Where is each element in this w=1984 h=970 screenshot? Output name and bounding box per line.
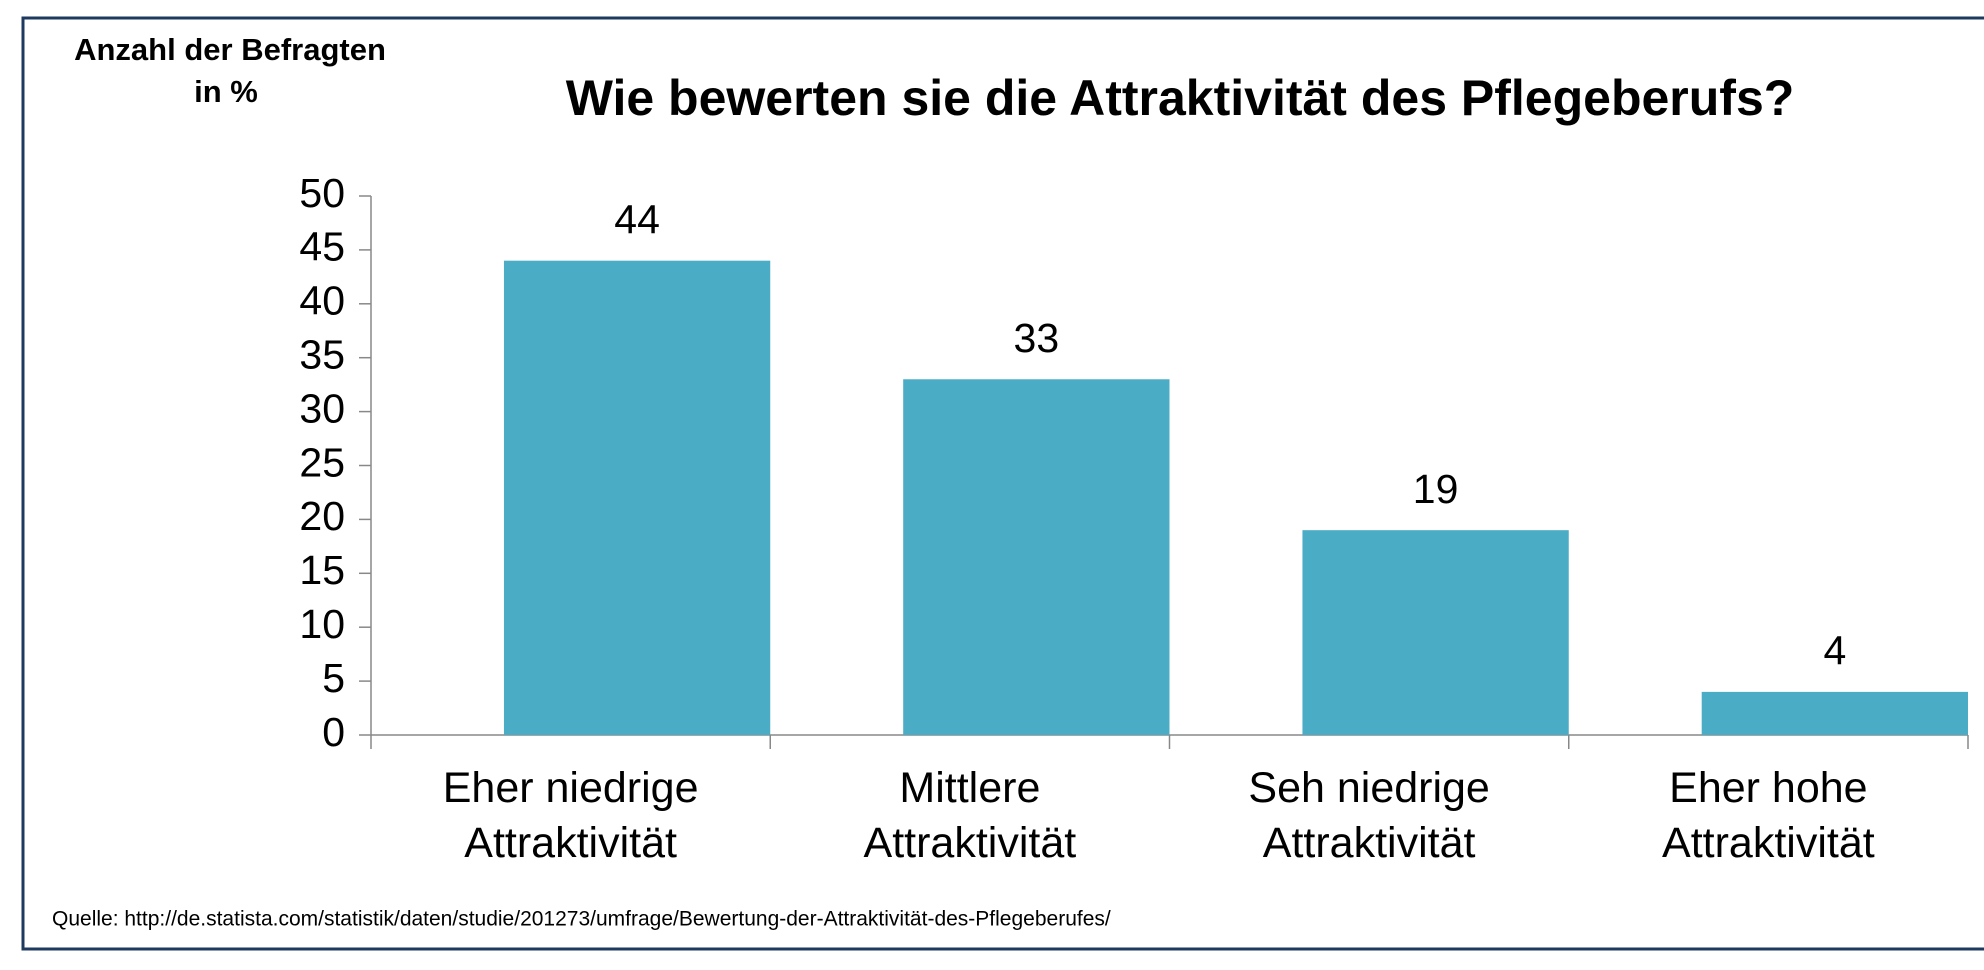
source: Quelle: http://de.statista.com/statistik… [52,908,1111,931]
y-tick-label: 40 [299,278,345,324]
y-tick-label: 25 [299,439,345,485]
x-tick-label: Seh niedrige Attraktivität [1248,764,1489,867]
frame [21,16,1984,951]
bar [1302,530,1569,735]
value-label: 19 [1413,466,1459,512]
x-tick-label: Eher niedrige Attraktivität [443,764,699,867]
y-tick-label: 5 [322,655,345,701]
y-tick-label: 15 [299,547,345,593]
y-tick-label: 45 [299,224,345,270]
y-tick-label: 50 [299,170,345,216]
x-tick-label: Mittlere Attraktivität [864,764,1077,867]
bar [503,260,771,735]
y-tick-label: 35 [299,332,345,378]
value-label: 33 [1014,315,1060,361]
y-tick-label: 20 [299,493,345,539]
value-label: 44 [614,197,660,243]
y-tick-label: 30 [299,385,345,431]
y-axis-label: Anzahl der Befragten [74,32,386,67]
bar [1701,691,1968,735]
bar [903,379,1170,735]
value-label: 4 [1823,628,1846,674]
y-tick-label: 10 [299,601,345,647]
y-tick-label: 0 [322,709,345,755]
chart-title: Wie bewerten sie die Attraktivität des P… [566,70,1795,126]
x-tick-label: Eher hohe Attraktivität [1662,764,1875,867]
y-axis-label: in % [194,74,258,109]
